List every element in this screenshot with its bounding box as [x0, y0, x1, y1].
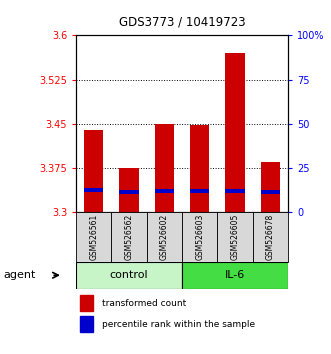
Bar — [80, 295, 93, 311]
Bar — [182, 262, 288, 289]
Bar — [84, 130, 104, 212]
Bar — [260, 190, 280, 194]
Bar — [225, 188, 245, 193]
Bar — [225, 53, 245, 212]
Bar — [147, 212, 182, 262]
Bar — [190, 125, 210, 212]
Text: GSM526678: GSM526678 — [266, 214, 275, 260]
Text: GSM526602: GSM526602 — [160, 214, 169, 260]
Bar — [76, 212, 112, 262]
Text: agent: agent — [3, 270, 36, 280]
Bar — [112, 212, 147, 262]
Bar — [155, 188, 174, 193]
Text: IL-6: IL-6 — [225, 270, 245, 280]
Bar — [155, 124, 174, 212]
Bar — [119, 168, 139, 212]
Bar — [80, 316, 93, 332]
Text: control: control — [110, 270, 148, 280]
Bar — [119, 190, 139, 194]
Bar — [260, 162, 280, 212]
Bar — [253, 212, 288, 262]
Bar — [84, 188, 104, 192]
Text: GSM526561: GSM526561 — [89, 214, 98, 260]
Text: GSM526562: GSM526562 — [124, 214, 134, 260]
Text: GSM526603: GSM526603 — [195, 214, 204, 261]
Bar — [217, 212, 253, 262]
Text: GSM526605: GSM526605 — [230, 214, 240, 261]
Text: percentile rank within the sample: percentile rank within the sample — [102, 320, 255, 329]
Text: transformed count: transformed count — [102, 298, 186, 308]
Bar — [182, 212, 217, 262]
Bar — [190, 188, 210, 193]
Bar — [76, 262, 182, 289]
Text: GDS3773 / 10419723: GDS3773 / 10419723 — [119, 15, 245, 28]
